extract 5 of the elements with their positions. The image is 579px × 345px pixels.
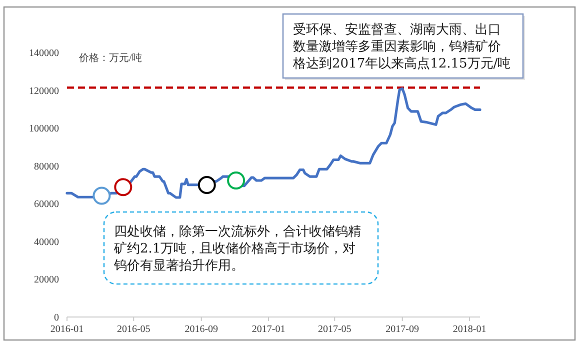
ylabel: 价格：万元/吨 (79, 53, 142, 64)
annotation: 四处收储，除第一次流标外，合计收储钨精矿约2.1万吨，且收储价格高于市场价，对钨价有显著抬升作用。 (103, 211, 379, 285)
annotation: 受环保、安监督查、湖南大雨、出口数量激增等多重因素影响，钨精矿价格达到2017年以来高点12.15万元/吨 (282, 13, 525, 80)
annotation: 四处收储，除第一次流标外，合计收储钨精矿约2.1万吨，且收储价格高于市场价，对钨价有显著抬升作用。 (113, 224, 361, 274)
annotation: 受环保、安监督查、湖南大雨、出口数量激增等多重因素影响，钨精矿价格达到2017年以来高点12.15万元/吨 (292, 22, 511, 72)
